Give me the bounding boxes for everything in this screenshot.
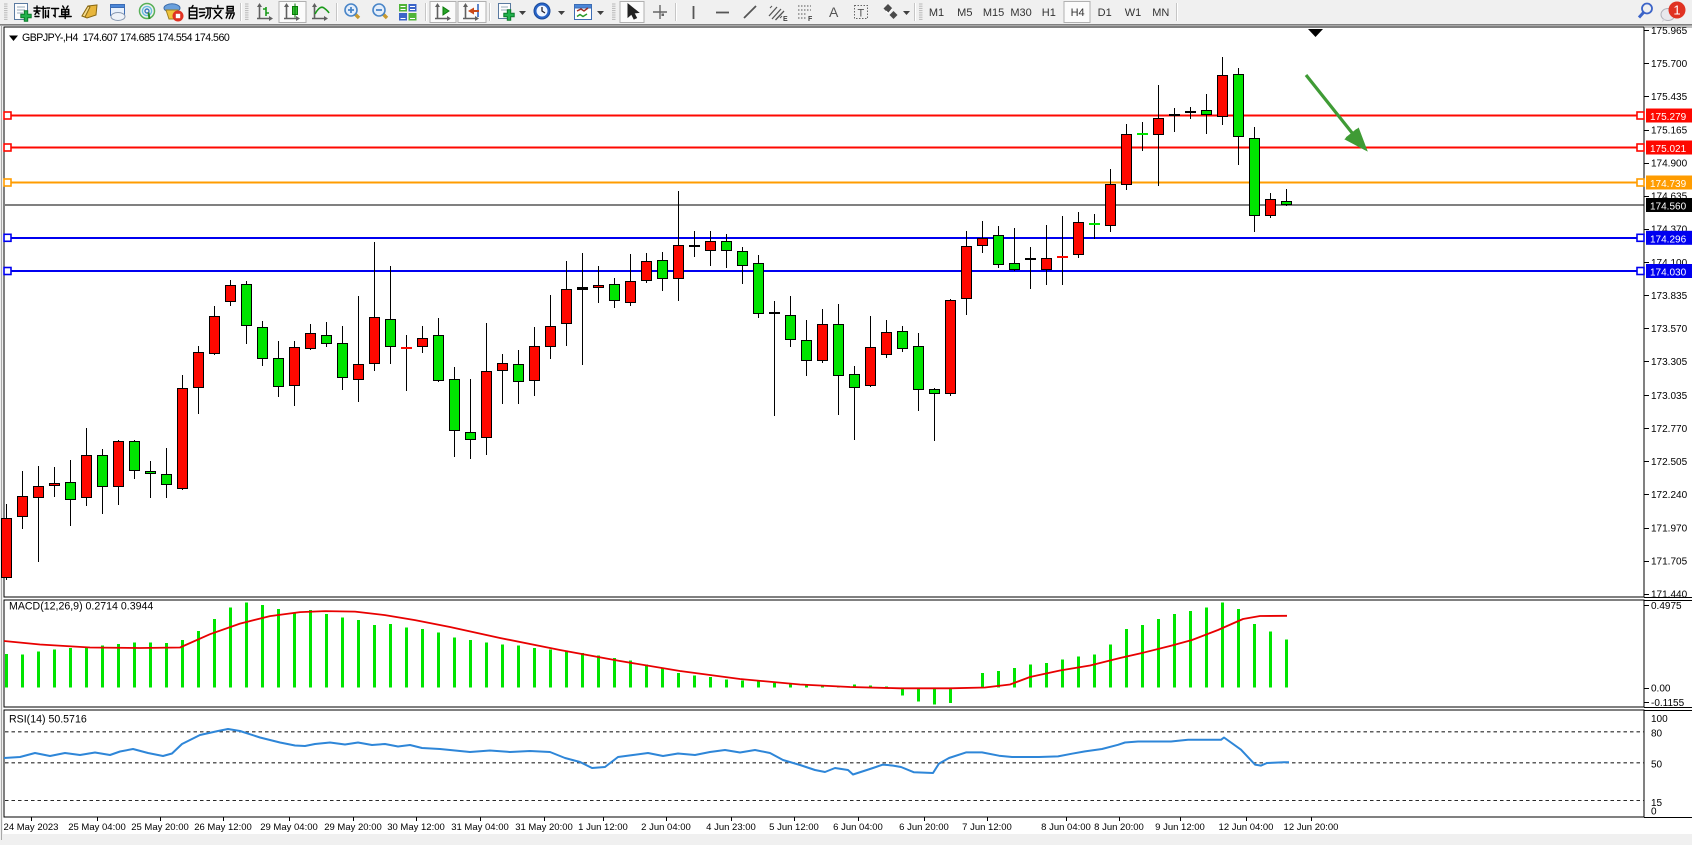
svg-text:0.00: 0.00 (1651, 684, 1671, 695)
svg-text:29 May 20:00: 29 May 20:00 (324, 822, 382, 833)
svg-text:0.4975: 0.4975 (1651, 601, 1682, 612)
svg-text:A: A (829, 4, 839, 20)
svg-text:-0.1155: -0.1155 (1651, 698, 1685, 709)
svg-text:50: 50 (1651, 759, 1663, 770)
svg-text:M1: M1 (929, 7, 944, 19)
svg-text:0: 0 (1651, 806, 1657, 817)
svg-text:175.021: 175.021 (1650, 144, 1687, 155)
svg-text:M30: M30 (1010, 7, 1031, 19)
svg-text:D1: D1 (1098, 7, 1112, 19)
svg-text:29 May 04:00: 29 May 04:00 (260, 822, 318, 833)
svg-text:173.835: 173.835 (1651, 291, 1688, 302)
svg-text:M15: M15 (983, 7, 1004, 19)
svg-text:M5: M5 (957, 7, 972, 19)
svg-text:174.739: 174.739 (1650, 179, 1687, 190)
svg-text:25 May 20:00: 25 May 20:00 (131, 822, 189, 833)
svg-text:6 Jun 04:00: 6 Jun 04:00 (833, 822, 883, 833)
svg-text:T: T (858, 8, 865, 20)
svg-text:MACD(12,26,9) 0.2714 0.3944: MACD(12,26,9) 0.2714 0.3944 (9, 601, 153, 613)
svg-text:8 Jun 04:00: 8 Jun 04:00 (1041, 822, 1091, 833)
svg-text:H1: H1 (1042, 7, 1056, 19)
svg-text:171.705: 171.705 (1651, 556, 1688, 567)
svg-text:26 May 12:00: 26 May 12:00 (194, 822, 252, 833)
svg-text:5 Jun 12:00: 5 Jun 12:00 (769, 822, 819, 833)
svg-text:12 Jun 20:00: 12 Jun 20:00 (1284, 822, 1339, 833)
svg-text:174.560: 174.560 (1650, 202, 1687, 213)
svg-text:172.770: 172.770 (1651, 424, 1688, 435)
svg-text:W1: W1 (1125, 7, 1142, 19)
svg-text:175.165: 175.165 (1651, 125, 1688, 136)
svg-text:173.035: 173.035 (1651, 391, 1688, 402)
svg-text:1 Jun 12:00: 1 Jun 12:00 (578, 822, 628, 833)
svg-text:172.240: 172.240 (1651, 490, 1688, 501)
svg-text:9 Jun 12:00: 9 Jun 12:00 (1155, 822, 1205, 833)
svg-text:H4: H4 (1071, 7, 1085, 19)
svg-text:171.970: 171.970 (1651, 523, 1688, 534)
svg-text:31 May 20:00: 31 May 20:00 (515, 822, 573, 833)
svg-text:31 May 04:00: 31 May 04:00 (451, 822, 509, 833)
svg-text:7 Jun 12:00: 7 Jun 12:00 (962, 822, 1012, 833)
svg-text:173.570: 173.570 (1651, 324, 1688, 335)
svg-text:6 Jun 20:00: 6 Jun 20:00 (899, 822, 949, 833)
svg-text:174.900: 174.900 (1651, 158, 1688, 169)
svg-text:172.505: 172.505 (1651, 457, 1688, 468)
svg-text:F: F (808, 16, 813, 23)
svg-text:171.440: 171.440 (1651, 589, 1688, 600)
svg-text:175.700: 175.700 (1651, 59, 1688, 70)
svg-text:175.965: 175.965 (1651, 26, 1688, 37)
svg-text:GBPJPY-,H4 174.607 174.685 17: GBPJPY-,H4 174.607 174.685 174.554 174.5… (22, 32, 230, 44)
svg-text:1: 1 (1673, 3, 1680, 18)
svg-text:E: E (783, 16, 788, 23)
svg-text:24 May 2023: 24 May 2023 (4, 822, 59, 833)
svg-text:MN: MN (1152, 7, 1169, 19)
svg-text:174.296: 174.296 (1650, 234, 1687, 245)
svg-text:175.435: 175.435 (1651, 92, 1688, 103)
svg-text:2 Jun 04:00: 2 Jun 04:00 (641, 822, 691, 833)
svg-text:100: 100 (1651, 714, 1668, 725)
svg-text:174.030: 174.030 (1650, 268, 1687, 279)
svg-text:RSI(14) 50.5716: RSI(14) 50.5716 (9, 714, 87, 726)
svg-text:175.279: 175.279 (1650, 112, 1687, 123)
svg-text:80: 80 (1651, 728, 1663, 739)
svg-text:8 Jun 20:00: 8 Jun 20:00 (1094, 822, 1144, 833)
svg-text:12 Jun 04:00: 12 Jun 04:00 (1219, 822, 1274, 833)
svg-text:30 May 12:00: 30 May 12:00 (387, 822, 445, 833)
svg-text:4 Jun 23:00: 4 Jun 23:00 (706, 822, 756, 833)
svg-text:25 May 04:00: 25 May 04:00 (68, 822, 126, 833)
svg-text:173.305: 173.305 (1651, 357, 1688, 368)
